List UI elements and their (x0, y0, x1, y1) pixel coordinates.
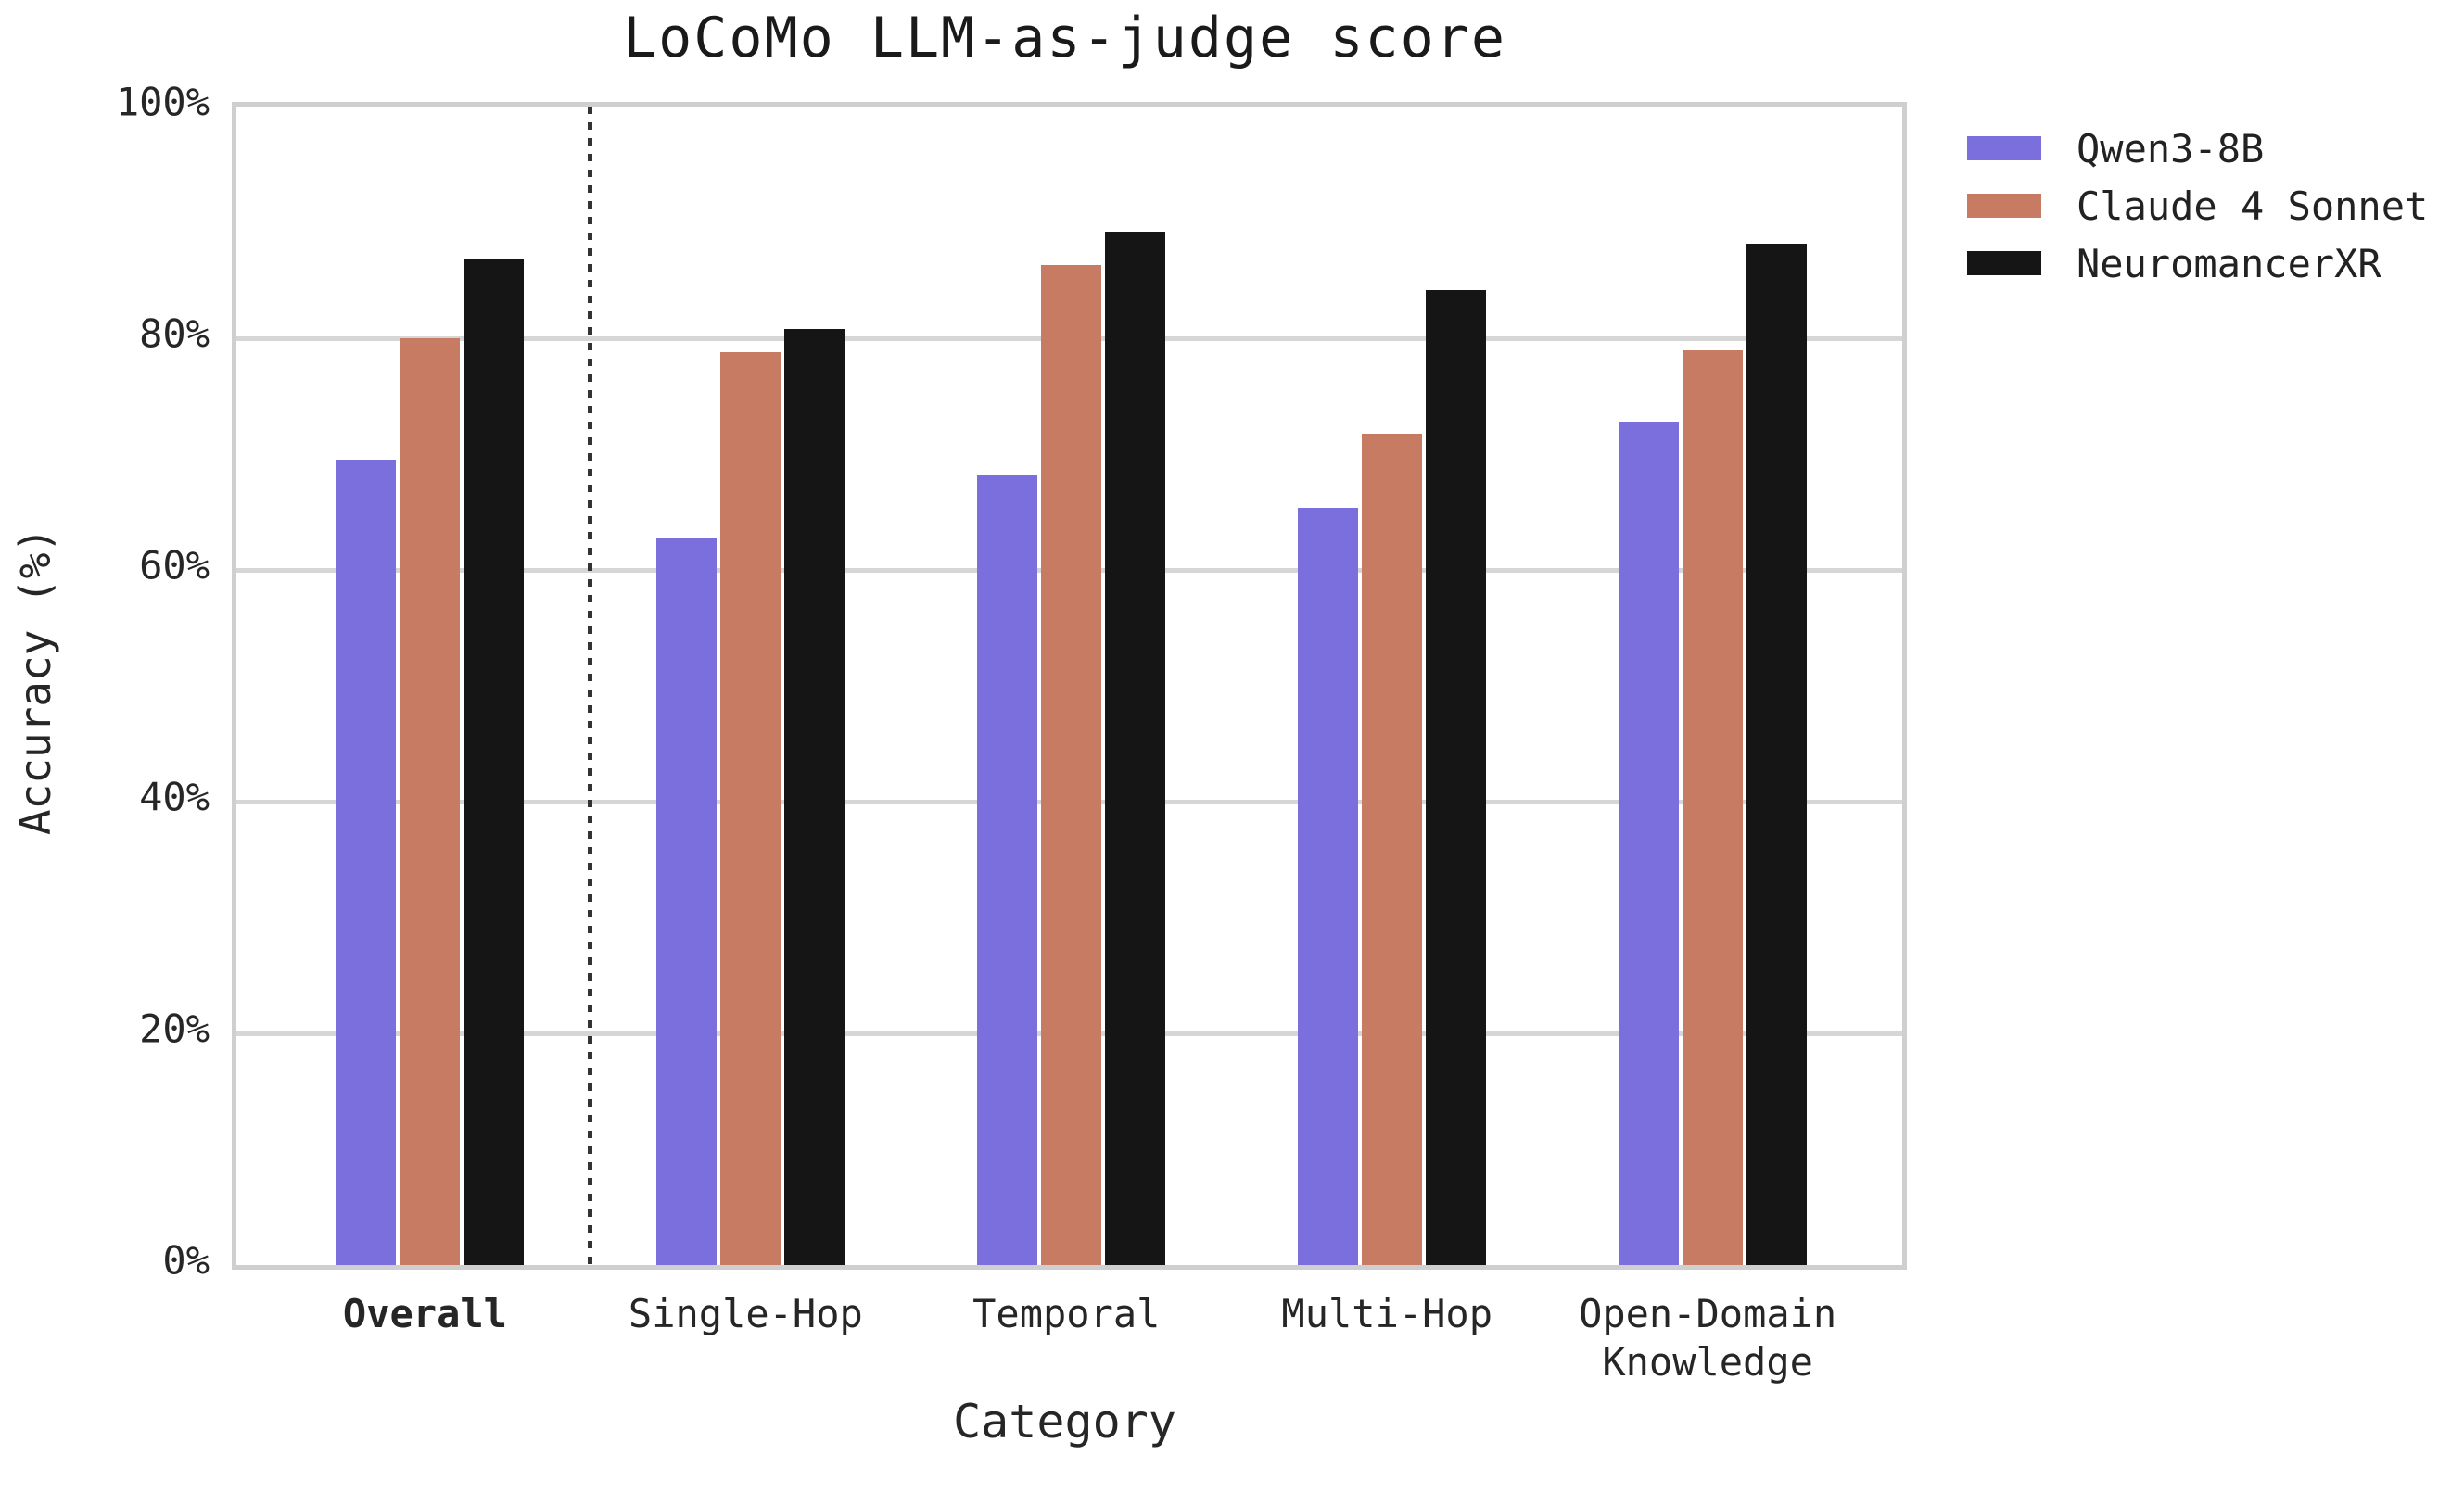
x-tick-label-open-domain-knowledge: Open-Domain Knowledge (1579, 1291, 1837, 1385)
legend-item-qwen3-8b: Qwen3-8B (1967, 126, 2428, 171)
bar-neuromancerxr-multi-hop (1425, 289, 1486, 1265)
bar-neuromancerxr-single-hop (783, 329, 845, 1265)
y-tick-label-60%: 60% (139, 542, 210, 588)
bar-qwen3-8b-open-domain-knowledge (1618, 422, 1679, 1265)
plot-area (232, 102, 1907, 1270)
bar-claude-4-sonnet-overall (399, 338, 460, 1265)
y-tick-label-40%: 40% (139, 774, 210, 820)
legend-label: Qwen3-8B (2077, 125, 2265, 171)
bar-qwen3-8b-overall (335, 460, 396, 1265)
y-tick-label-0%: 0% (162, 1237, 210, 1284)
bar-neuromancerxr-open-domain-knowledge (1746, 243, 1807, 1265)
bar-qwen3-8b-single-hop (655, 538, 717, 1265)
y-tick-label-80%: 80% (139, 310, 210, 357)
legend-swatch (1967, 251, 2041, 275)
bar-claude-4-sonnet-multi-hop (1361, 433, 1422, 1265)
x-tick-label-multi-hop: Multi-Hop (1281, 1291, 1492, 1336)
bar-claude-4-sonnet-open-domain-knowledge (1682, 349, 1743, 1265)
y-tick-label-100%: 100% (115, 79, 210, 125)
chart-title: LoCoMo LLM-as-judge score (622, 6, 1507, 70)
legend-item-neuromancerxr: NeuromancerXR (1967, 241, 2428, 286)
legend-label: NeuromancerXR (2077, 240, 2381, 286)
bar-qwen3-8b-temporal (976, 474, 1037, 1265)
x-axis-label: Category (953, 1395, 1176, 1449)
legend-swatch (1967, 136, 2041, 160)
legend-swatch (1967, 194, 2041, 218)
y-axis-label: Accuracy (%) (10, 526, 60, 836)
legend: Qwen3-8B Claude 4 Sonnet NeuromancerXR (1967, 126, 2428, 302)
x-tick-label-single-hop: Single-Hop (628, 1291, 863, 1336)
bar-claude-4-sonnet-single-hop (719, 352, 781, 1265)
bar-neuromancerxr-temporal (1104, 232, 1165, 1265)
overall-separator-line (587, 107, 592, 1265)
x-tick-label-temporal: Temporal (972, 1291, 1161, 1336)
legend-item-claude-4-sonnet: Claude 4 Sonnet (1967, 183, 2428, 229)
bar-neuromancerxr-overall (463, 259, 524, 1265)
bar-qwen3-8b-multi-hop (1297, 507, 1358, 1265)
x-tick-label-overall: Overall (342, 1291, 507, 1336)
y-tick-label-20%: 20% (139, 1006, 210, 1052)
legend-label: Claude 4 Sonnet (2077, 183, 2429, 229)
bar-claude-4-sonnet-temporal (1040, 265, 1101, 1265)
